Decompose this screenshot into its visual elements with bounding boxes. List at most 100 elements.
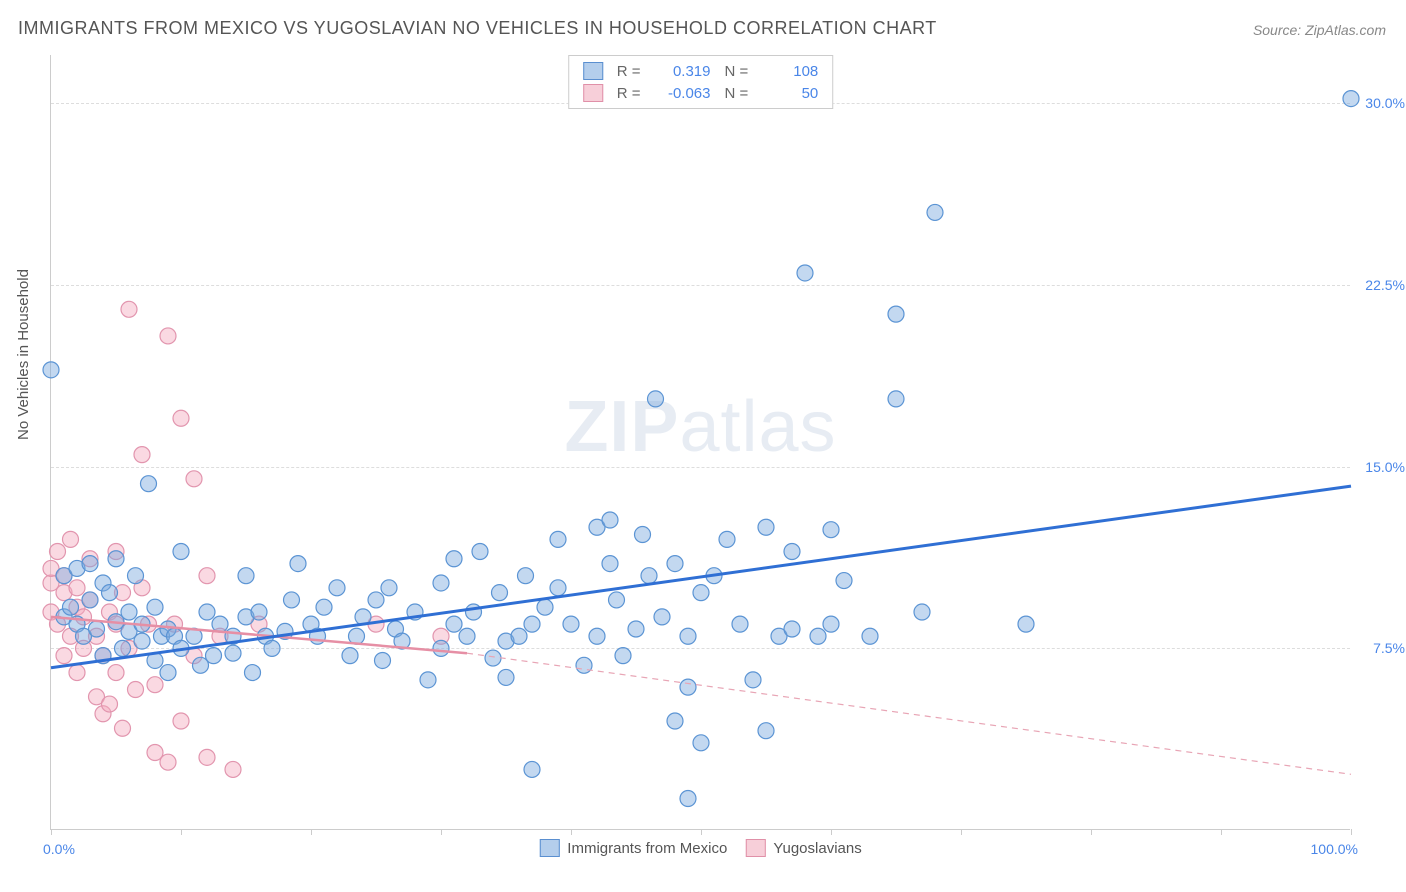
data-point	[43, 362, 59, 378]
x-tick-mark	[181, 829, 182, 835]
data-point	[115, 640, 131, 656]
data-point	[927, 204, 943, 220]
legend-item-pink: Yugoslavians	[745, 839, 861, 857]
data-point	[667, 713, 683, 729]
chart-title: IMMIGRANTS FROM MEXICO VS YUGOSLAVIAN NO…	[18, 18, 937, 39]
data-point	[492, 585, 508, 601]
stat-label-r: R =	[617, 85, 641, 102]
data-point	[63, 531, 79, 547]
data-point	[680, 679, 696, 695]
data-point	[472, 543, 488, 559]
data-point	[446, 616, 462, 632]
data-point	[238, 568, 254, 584]
data-point	[518, 568, 534, 584]
data-point	[784, 621, 800, 637]
data-point	[206, 648, 222, 664]
data-point	[524, 761, 540, 777]
x-tick-mark	[441, 829, 442, 835]
plot-area: ZIPatlas 7.5%15.0%22.5%30.0% R = 0.319 N…	[50, 55, 1350, 830]
x-tick-mark	[1091, 829, 1092, 835]
data-point	[433, 640, 449, 656]
data-point	[550, 580, 566, 596]
data-point	[914, 604, 930, 620]
swatch-blue	[583, 62, 603, 80]
scatter-svg	[51, 55, 1350, 829]
data-point	[375, 652, 391, 668]
data-point	[680, 791, 696, 807]
data-point	[381, 580, 397, 596]
data-point	[485, 650, 501, 666]
stat-n-pink: 50	[758, 85, 818, 102]
data-point	[264, 640, 280, 656]
data-point	[199, 749, 215, 765]
stats-legend: R = 0.319 N = 108 R = -0.063 N = 50	[568, 55, 834, 109]
stats-row-pink: R = -0.063 N = 50	[583, 82, 819, 104]
data-point	[160, 754, 176, 770]
data-point	[732, 616, 748, 632]
data-point	[121, 604, 137, 620]
data-point	[693, 585, 709, 601]
data-point	[797, 265, 813, 281]
data-point	[576, 657, 592, 673]
y-tick-label: 15.0%	[1365, 459, 1405, 475]
data-point	[641, 568, 657, 584]
stat-label-r: R =	[617, 63, 641, 80]
data-point	[823, 522, 839, 538]
data-point	[667, 556, 683, 572]
stat-r-pink: -0.063	[651, 85, 711, 102]
data-point	[648, 391, 664, 407]
stat-r-blue: 0.319	[651, 63, 711, 80]
data-point	[758, 723, 774, 739]
data-point	[810, 628, 826, 644]
data-point	[719, 531, 735, 547]
data-point	[745, 672, 761, 688]
swatch-pink	[745, 839, 765, 857]
data-point	[602, 556, 618, 572]
data-point	[56, 648, 72, 664]
source-attribution: Source: ZipAtlas.com	[1253, 22, 1386, 38]
data-point	[459, 628, 475, 644]
data-point	[121, 301, 137, 317]
data-point	[173, 543, 189, 559]
data-point	[550, 531, 566, 547]
stats-row-blue: R = 0.319 N = 108	[583, 60, 819, 82]
data-point	[225, 761, 241, 777]
stat-label-n: N =	[725, 63, 749, 80]
data-point	[102, 696, 118, 712]
stat-n-blue: 108	[758, 63, 818, 80]
x-tick-mark	[1351, 829, 1352, 835]
data-point	[173, 713, 189, 729]
data-point	[693, 735, 709, 751]
y-tick-label: 22.5%	[1365, 277, 1405, 293]
data-point	[628, 621, 644, 637]
data-point	[342, 648, 358, 664]
data-point	[609, 592, 625, 608]
data-point	[784, 543, 800, 559]
x-tick-mark	[311, 829, 312, 835]
data-point	[82, 556, 98, 572]
data-point	[316, 599, 332, 615]
legend-label-pink: Yugoslavians	[773, 840, 861, 857]
swatch-blue	[539, 839, 559, 857]
legend-label-blue: Immigrants from Mexico	[567, 840, 727, 857]
x-tick-mark	[51, 829, 52, 835]
data-point	[680, 628, 696, 644]
x-tick-mark	[961, 829, 962, 835]
data-point	[888, 306, 904, 322]
y-tick-label: 30.0%	[1365, 95, 1405, 111]
stat-label-n: N =	[725, 85, 749, 102]
data-point	[102, 585, 118, 601]
y-tick-label: 7.5%	[1373, 640, 1405, 656]
data-point	[128, 568, 144, 584]
data-point	[199, 604, 215, 620]
x-tick-mark	[701, 829, 702, 835]
data-point	[69, 665, 85, 681]
data-point	[186, 471, 202, 487]
data-point	[446, 551, 462, 567]
data-point	[147, 677, 163, 693]
data-point	[524, 616, 540, 632]
data-point	[212, 616, 228, 632]
data-point	[199, 568, 215, 584]
data-point	[537, 599, 553, 615]
data-point	[1018, 616, 1034, 632]
